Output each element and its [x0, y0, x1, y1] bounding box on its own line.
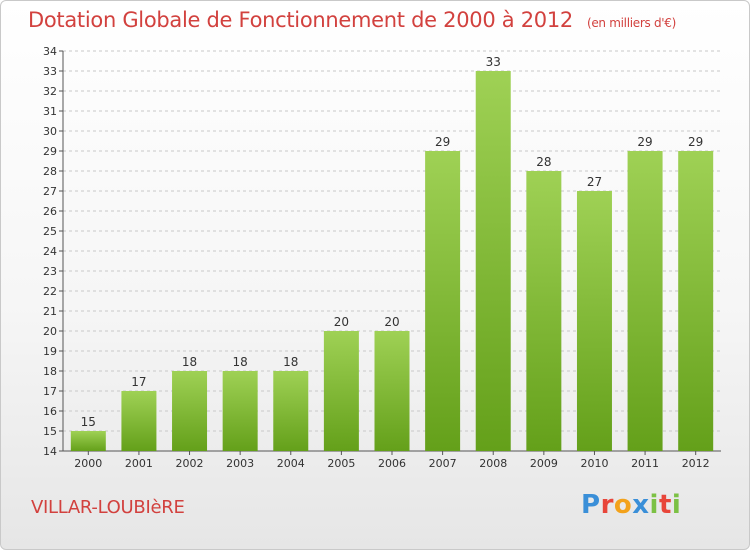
data-label: 29	[688, 135, 703, 149]
data-label: 17	[131, 375, 146, 389]
data-label: 20	[384, 315, 399, 329]
logo-letter: r	[600, 490, 614, 520]
bar	[323, 331, 359, 451]
data-label: 29	[637, 135, 652, 149]
x-tick-label: 2009	[530, 457, 558, 470]
proxiti-logo: Proxiti	[581, 490, 681, 520]
y-tick-label: 32	[43, 85, 57, 98]
y-tick-label: 21	[43, 305, 57, 318]
logo-letter: x	[632, 490, 650, 520]
bar	[172, 371, 208, 451]
y-tick-label: 14	[43, 445, 57, 458]
x-tick-label: 2004	[277, 457, 305, 470]
y-tick-label: 27	[43, 185, 57, 198]
bar	[425, 151, 461, 451]
bar	[526, 171, 562, 451]
bar	[222, 371, 258, 451]
x-tick-label: 2012	[682, 457, 710, 470]
bars	[70, 71, 714, 451]
y-tick-label: 16	[43, 405, 57, 418]
logo-letter: t	[658, 490, 672, 520]
bar	[121, 391, 157, 451]
data-label: 29	[435, 135, 450, 149]
logo-letter: i	[671, 490, 682, 520]
y-tick-label: 24	[43, 245, 57, 258]
bar	[475, 71, 511, 451]
x-tick-label: 2002	[176, 457, 204, 470]
chart-title-text: Dotation Globale de Fonctionnement de 20…	[28, 8, 573, 32]
x-tick-label: 2008	[479, 457, 507, 470]
y-tick-label: 22	[43, 285, 57, 298]
x-tick-label: 2001	[125, 457, 153, 470]
data-label: 18	[233, 355, 248, 369]
chart-subtitle: (en milliers d'€)	[586, 16, 676, 30]
data-label: 18	[283, 355, 298, 369]
chart-title: Dotation Globale de Fonctionnement de 20…	[28, 8, 676, 32]
x-tick-label: 2003	[226, 457, 254, 470]
y-tick-label: 28	[43, 165, 57, 178]
data-label: 18	[182, 355, 197, 369]
y-tick-label: 20	[43, 325, 57, 338]
data-label: 15	[81, 415, 96, 429]
logo-letter: P	[581, 490, 601, 520]
data-label: 27	[587, 175, 602, 189]
y-tick-label: 33	[43, 65, 57, 78]
y-tick-label: 26	[43, 205, 57, 218]
data-label: 33	[486, 55, 501, 69]
data-labels: 15 17 18 18 18 20 20 29 33 28 27 29 29	[81, 55, 704, 429]
y-tick-label: 15	[43, 425, 57, 438]
bar	[374, 331, 410, 451]
x-tick-label: 2007	[429, 457, 457, 470]
y-tick-label: 19	[43, 345, 57, 358]
x-tick-label: 2005	[327, 457, 355, 470]
bar	[70, 431, 106, 451]
data-label: 28	[536, 155, 551, 169]
x-tick-label: 2010	[580, 457, 608, 470]
y-tick-label: 18	[43, 365, 57, 378]
y-tick-label: 30	[43, 125, 57, 138]
x-tick-label: 2011	[631, 457, 659, 470]
x-tick-label: 2006	[378, 457, 406, 470]
data-label: 20	[334, 315, 349, 329]
y-tick-labels: 14 15 16 17 18 19 20 21 22 23 24 25 26 27 28 29 30 31 32 33…	[43, 45, 57, 458]
x-tick-label: 2000	[74, 457, 102, 470]
y-tick-label: 31	[43, 105, 57, 118]
y-tick-label: 17	[43, 385, 57, 398]
bar	[576, 191, 612, 451]
logo-letter: o	[613, 490, 633, 520]
commune-name: VILLAR-LOUBIèRE	[31, 497, 185, 518]
logo-letter: i	[649, 490, 659, 520]
bar	[678, 151, 714, 451]
bar	[627, 151, 663, 451]
y-tick-label: 25	[43, 225, 57, 238]
y-tick-label: 29	[43, 145, 57, 158]
x-tick-labels: 2000 2001 2002 2003 2004 2005 2006 2007 2008 2009…	[74, 451, 710, 470]
y-tick-label: 23	[43, 265, 57, 278]
y-tick-label: 34	[43, 45, 57, 58]
bar	[273, 371, 309, 451]
